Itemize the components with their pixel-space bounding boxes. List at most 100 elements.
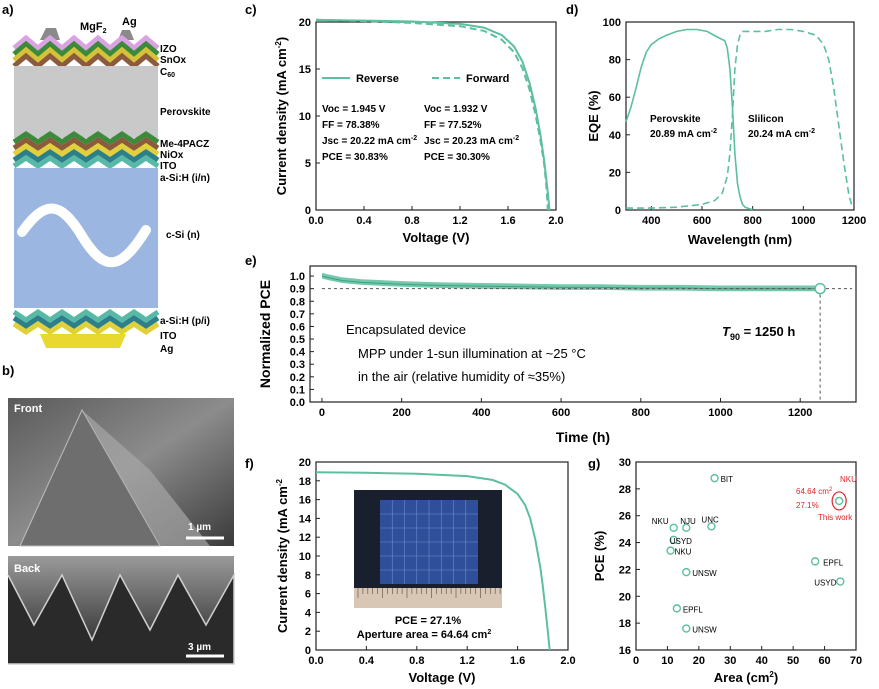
y-tick-label: 30 bbox=[619, 457, 631, 469]
top-ag-contact-1 bbox=[40, 28, 60, 40]
panel-e-stability-chart: e) 0 200 400 600 800 1000 12000.00.10.20.30.40… bbox=[245, 253, 857, 445]
x-tick-label: 2.0 bbox=[560, 655, 575, 667]
niox-layer bbox=[12, 136, 160, 152]
x-tick-label: 20 bbox=[693, 655, 705, 667]
scatter-point-label: UNSW bbox=[692, 569, 717, 578]
y-tick-label: 80 bbox=[609, 55, 621, 67]
y-tick-label: 28 bbox=[619, 484, 631, 496]
y-tick-label: 0.7 bbox=[290, 309, 305, 321]
scatter-point-label: NJU bbox=[680, 517, 696, 526]
reverse-metric: FF = 78.38% bbox=[322, 120, 380, 131]
sem-front-scale: 1 µm bbox=[188, 522, 211, 533]
scatter-point bbox=[682, 523, 691, 532]
forward-jsc: Jsc = 20.23 mA cm bbox=[424, 136, 513, 147]
t90-T: T bbox=[722, 324, 731, 339]
x-tick-label: 400 bbox=[472, 407, 490, 419]
silicon-jsc: 20.24 mA cm-2 bbox=[748, 128, 815, 140]
panel-d-eqe-chart: d) 400 600 800 1000 1200 0 20 40 60 80 100 Perovski… bbox=[566, 2, 866, 247]
ito-layer-top bbox=[12, 142, 160, 158]
x-tick-label: 1.2 bbox=[452, 215, 467, 227]
y-tick-label: 0.4 bbox=[290, 347, 306, 359]
reverse-metric: Jsc = 20.22 mA cm-2 bbox=[322, 135, 417, 147]
x-axis-label: Wavelength (nm) bbox=[688, 232, 792, 247]
sem-back-label: Back bbox=[14, 563, 41, 575]
y-tick-label: 0.3 bbox=[290, 359, 305, 371]
scatter-point bbox=[669, 535, 678, 545]
panel-label-f: f) bbox=[245, 456, 254, 471]
x-axis-label: Area (cm2) bbox=[714, 670, 778, 685]
y-tick-label: 100 bbox=[603, 17, 621, 29]
y-axis-label-text: Current density (mA cm bbox=[274, 48, 289, 195]
x-tick-label: 1200 bbox=[842, 215, 866, 227]
panel-c-jv-chart: c) 0.0 0.4 0.8 1.2 1.6 2.0 0 5 10 15 20 Reverse Forw… bbox=[245, 2, 564, 245]
x-tick-label: 400 bbox=[642, 215, 660, 227]
scatter-point-label: USYD bbox=[670, 537, 692, 546]
jsc-sup: -2 bbox=[411, 135, 417, 142]
izo-label: IZO bbox=[160, 44, 177, 55]
me4pacz-label: Me-4PACZ bbox=[160, 139, 209, 150]
scatter-point bbox=[707, 522, 716, 531]
panel-label-a: a) bbox=[2, 2, 14, 17]
asi-pi-label: a-Si:H (p/i) bbox=[160, 316, 210, 327]
ag-bottom-label: Ag bbox=[160, 344, 173, 355]
x-tick-label: 0.4 bbox=[359, 655, 375, 667]
inset-area-text: Aperture area = 64.64 cm bbox=[357, 629, 488, 641]
forward-metric: Jsc = 20.23 mA cm-2 bbox=[424, 135, 519, 147]
inset-area: Aperture area = 64.64 cm2 bbox=[357, 629, 492, 641]
plot-frame bbox=[625, 21, 855, 211]
c-si-wave bbox=[17, 203, 151, 268]
x-axis-label-text: Area (cm bbox=[714, 670, 770, 685]
y-axis-label-sup: -2 bbox=[275, 478, 284, 486]
y-tick-label: 1.0 bbox=[290, 271, 305, 283]
scatter-point-label: EPFL bbox=[823, 558, 844, 567]
y-tick-label: 0.5 bbox=[290, 334, 305, 346]
snox-label: SnOx bbox=[160, 55, 187, 66]
x-tick-label: 40 bbox=[756, 655, 768, 667]
y-tick-label: 0.2 bbox=[290, 372, 305, 384]
mgf2-label: MgF2 bbox=[80, 21, 107, 35]
silicon-label: Slilicon bbox=[748, 114, 784, 125]
y-tick-label: 0.8 bbox=[290, 296, 305, 308]
x-tick-label: 1200 bbox=[788, 407, 812, 419]
y-axis-label: Current density (mA cm-2) bbox=[274, 37, 289, 195]
y-tick-label: 16 bbox=[299, 495, 311, 507]
x-axis-label: Voltage (V) bbox=[409, 670, 476, 685]
this-work-area-text: 64.64 cm bbox=[796, 487, 829, 496]
this-work-area: 64.64 cm2 bbox=[796, 487, 833, 496]
scatter-point bbox=[669, 523, 678, 532]
scatter-point-label: USYD bbox=[814, 579, 836, 588]
plot-frame bbox=[635, 461, 857, 651]
y-tick-label: 40 bbox=[609, 130, 621, 142]
mgf2-layer bbox=[12, 34, 160, 52]
perovskite-label: Perovskite bbox=[160, 107, 211, 118]
perovskite-label: Perovskite bbox=[650, 114, 701, 125]
condition-line-1: MPP under 1-sun illumination at ~25 °C bbox=[358, 346, 586, 361]
y-tick-label: 8 bbox=[305, 570, 311, 582]
scatter-point bbox=[836, 577, 845, 586]
forward-metric: PCE = 30.30% bbox=[424, 152, 490, 163]
t90-marker bbox=[814, 282, 826, 295]
reverse-metric: PCE = 30.83% bbox=[322, 152, 388, 163]
jsc-sup: -2 bbox=[809, 128, 815, 135]
asi-in-label: a-Si:H (i/n) bbox=[160, 173, 210, 184]
asi-pi-layer-2 bbox=[12, 314, 160, 330]
y-tick-label: 20 bbox=[299, 17, 311, 29]
scatter-point bbox=[666, 546, 675, 555]
series-silicon-line bbox=[626, 28, 853, 209]
y-tick-label: 0 bbox=[615, 205, 621, 217]
panel-label-e: e) bbox=[245, 253, 257, 268]
asi-pi-layer-1 bbox=[12, 308, 160, 324]
bottom-ag-contact bbox=[40, 334, 126, 348]
x-axis-label: Voltage (V) bbox=[403, 230, 470, 245]
panel-label-d: d) bbox=[566, 2, 578, 17]
jv-line bbox=[315, 471, 551, 651]
x-tick-label: 0 bbox=[319, 407, 325, 419]
asi-in-layer-1 bbox=[12, 148, 160, 164]
area-sup: 2 bbox=[487, 629, 491, 636]
y-tick-label: 4 bbox=[305, 607, 312, 619]
x-tick-label: 800 bbox=[632, 407, 650, 419]
sno-layer bbox=[12, 46, 160, 64]
y-tick-label: 10 bbox=[299, 111, 311, 123]
y-tick-label: 16 bbox=[619, 645, 631, 657]
silicon-jsc-text: 20.24 mA cm bbox=[748, 129, 809, 140]
